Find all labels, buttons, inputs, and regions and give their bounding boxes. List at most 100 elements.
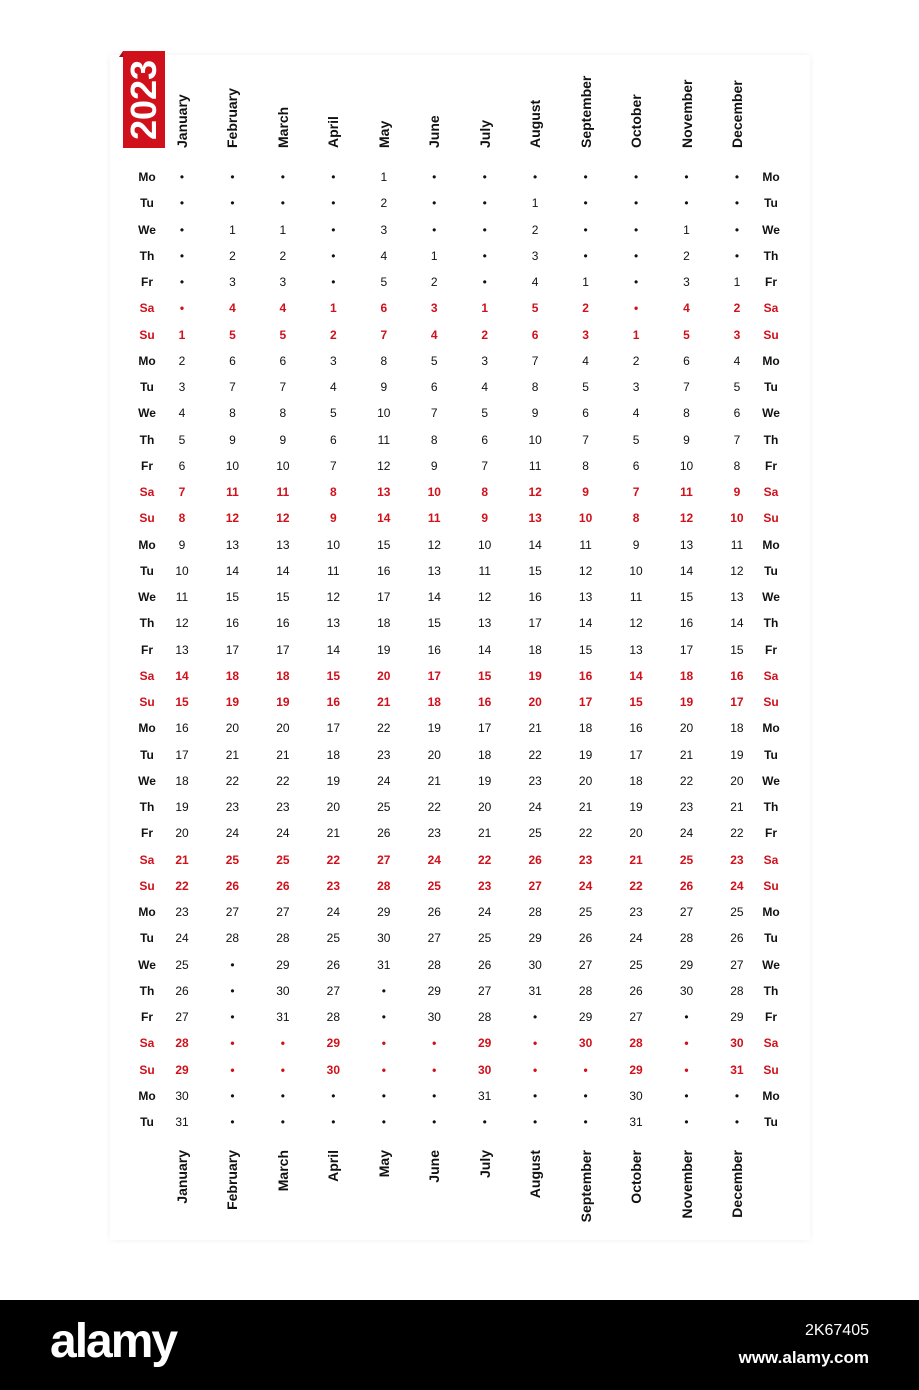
day-cell: 7 [531, 353, 539, 368]
empty-day-dot: • [684, 1036, 689, 1051]
day-cell: 22 [478, 852, 492, 867]
day-cell: 26 [225, 878, 240, 893]
day-cell: 16 [528, 590, 542, 604]
empty-day-dot: • [482, 196, 487, 211]
day-cell: 19 [225, 695, 240, 709]
month-label-top: November [678, 79, 695, 148]
day-cell: 24 [478, 905, 492, 919]
empty-day-dot: • [230, 1115, 235, 1129]
day-cell: 4 [430, 327, 438, 342]
day-cell: 1 [632, 327, 640, 342]
day-cell: 14 [377, 511, 391, 526]
day-cell: 29 [528, 931, 542, 946]
month-label-top: July [476, 119, 493, 148]
weekday-label-right: Mo [762, 721, 780, 736]
weekday-label-left: Tu [140, 747, 154, 762]
weekday-label-right: Th [763, 616, 779, 631]
day-cell: 23 [578, 852, 593, 867]
day-cell: 15 [326, 668, 341, 683]
day-cell: 3 [178, 380, 186, 394]
empty-day-dot: • [633, 248, 639, 263]
day-cell: 5 [481, 406, 489, 421]
day-cell: 25 [427, 878, 441, 893]
day-cell: 26 [629, 983, 643, 998]
day-cell: 26 [578, 931, 593, 946]
day-cell: 23 [377, 747, 391, 762]
weekday-label-right: We [762, 957, 780, 972]
day-cell: 21 [478, 826, 492, 841]
month-label-bottom: November [678, 1150, 695, 1219]
day-cell: 27 [578, 957, 593, 972]
day-cell: 30 [427, 1010, 441, 1024]
day-cell: 10 [478, 537, 492, 552]
day-cell: 15 [478, 668, 492, 683]
day-cell: 30 [578, 1036, 593, 1051]
empty-day-dot: • [583, 170, 588, 184]
day-cell: 8 [632, 511, 640, 526]
day-cell: 17 [276, 642, 290, 657]
day-cell: 23 [175, 905, 189, 919]
day-cell: 2 [178, 353, 186, 368]
day-cell: 16 [377, 563, 391, 578]
day-cell: 3 [632, 380, 640, 394]
day-cell: 10 [578, 511, 593, 526]
day-cell: 25 [629, 957, 643, 972]
day-cell: 6 [279, 353, 287, 368]
day-cell: 21 [528, 721, 542, 736]
day-cell: 4 [733, 353, 741, 368]
day-cell: 6 [430, 380, 438, 394]
empty-day-dot: • [583, 1062, 588, 1077]
day-cell: 13 [427, 563, 441, 578]
empty-day-dot: • [633, 275, 639, 289]
weekday-label-right: Th [763, 983, 779, 998]
day-cell: 11 [579, 537, 592, 552]
day-cell: 9 [481, 511, 489, 526]
day-cell: 9 [733, 485, 741, 499]
year-text: 2023 [123, 59, 164, 140]
day-cell: 21 [326, 826, 341, 841]
day-cell: 30 [629, 1088, 643, 1103]
month-label-bottom: September [577, 1150, 594, 1223]
day-cell: 5 [733, 380, 741, 394]
weekday-label-right: Fr [765, 275, 777, 289]
empty-day-dot: • [280, 1036, 285, 1051]
weekday-label-left: Su [139, 695, 155, 709]
day-cell: 7 [330, 458, 337, 473]
empty-day-dot: • [482, 1115, 487, 1129]
weekday-label-left: Fr [141, 458, 153, 473]
weekday-label-left: We [138, 590, 156, 604]
day-cell: 4 [279, 301, 287, 316]
weekday-label-right: Fr [765, 1010, 777, 1024]
day-cell: 26 [276, 878, 290, 893]
day-cell: 29 [679, 957, 694, 972]
day-cell: 21 [578, 800, 593, 814]
empty-day-dot: • [533, 1062, 538, 1077]
day-cell: 6 [229, 353, 236, 368]
day-cell: 9 [430, 458, 438, 473]
day-cell: 5 [380, 275, 388, 289]
empty-day-dot: • [734, 196, 740, 211]
empty-day-dot: • [179, 275, 185, 289]
day-cell: 6 [531, 327, 539, 342]
empty-day-dot: • [331, 248, 336, 263]
day-cell: 18 [175, 773, 189, 788]
day-cell: 22 [225, 773, 240, 788]
day-cell: 21 [730, 800, 744, 814]
year-label: 2023 [123, 51, 165, 148]
day-cell: 24 [377, 773, 391, 788]
weekday-label-left: Su [139, 1062, 155, 1077]
day-cell: 13 [225, 537, 240, 552]
day-cell: 7 [178, 485, 186, 499]
day-cell: 22 [528, 747, 542, 762]
empty-day-dot: • [179, 248, 185, 263]
day-cell: 23 [427, 826, 441, 841]
month-label-bottom: October [628, 1150, 645, 1204]
day-cell: 20 [679, 721, 694, 736]
empty-day-dot: • [533, 170, 538, 184]
day-cell: 12 [578, 563, 593, 578]
day-cell: 3 [229, 275, 236, 289]
day-cell: 10 [730, 511, 744, 526]
day-cell: 30 [528, 957, 542, 972]
day-cell: 8 [430, 432, 438, 447]
day-cell: 21 [175, 852, 189, 867]
